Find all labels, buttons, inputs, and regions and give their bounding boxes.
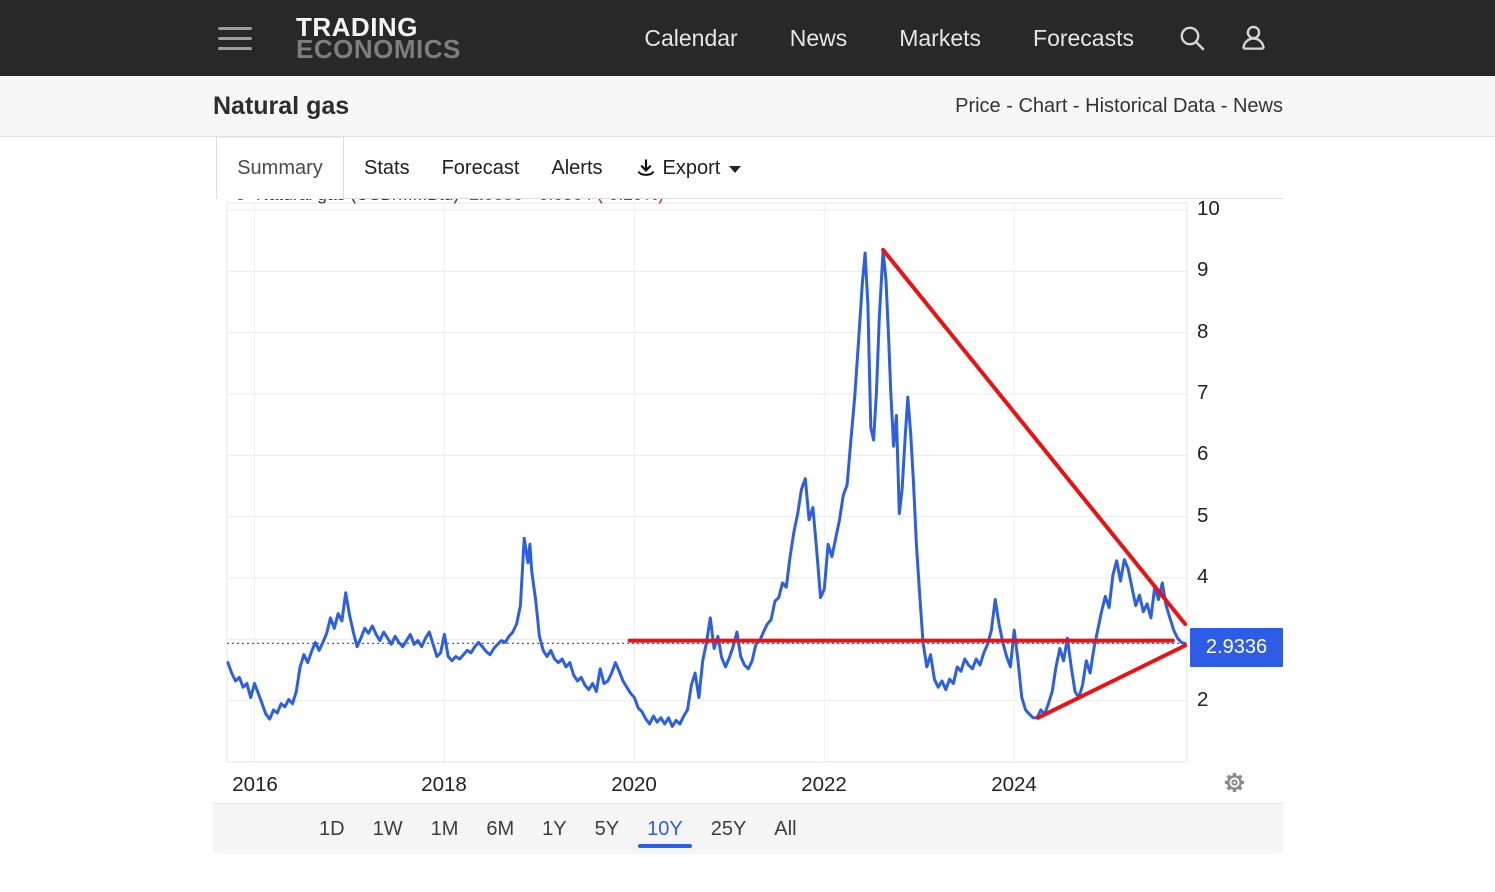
plot-border: [226, 202, 1188, 763]
y-axis-label-8: 8: [1197, 320, 1209, 343]
export-button[interactable]: Export: [635, 157, 742, 180]
breadcrumb: Price - Chart - Historical Data - News: [955, 94, 1283, 117]
menu-icon[interactable]: [218, 26, 252, 50]
trendline-ascending-support: [1035, 643, 1188, 720]
logo[interactable]: TRADING ECONOMICS: [296, 12, 461, 64]
range-button-all[interactable]: All: [774, 817, 797, 840]
y-axis-label-6: 6: [1197, 442, 1209, 465]
y-axis-label-7: 7: [1197, 381, 1209, 404]
x-axis-label-2024: 2024: [991, 773, 1037, 796]
tab-summary[interactable]: Summary: [216, 137, 344, 199]
price-series-line: [226, 248, 1187, 728]
price-chart[interactable]: [213, 199, 1283, 803]
y-axis-label-5: 5: [1197, 504, 1209, 527]
range-selector: 1D 1W 1M 6M 1Y 5Y 10Y 25Y All: [213, 803, 1283, 854]
nav-item-calendar[interactable]: Calendar: [644, 24, 738, 51]
content-card: Summary Stats Forecast Alerts Export: [213, 137, 1283, 854]
trendline-descending-resistance: [881, 247, 1188, 626]
range-button-6m[interactable]: 6M: [486, 817, 515, 840]
legend-series-name: Natural gas (USD/MMBtu): [256, 199, 459, 205]
range-button-1w[interactable]: 1W: [372, 817, 403, 840]
chart-area: Natural gas (USD/MMBtu) 2.9336 -0.0864 (…: [213, 199, 1283, 803]
range-button-25y[interactable]: 25Y: [710, 817, 747, 840]
subnav-link-chart[interactable]: Chart: [1018, 94, 1068, 117]
tab-alerts[interactable]: Alerts: [551, 156, 603, 179]
gear-icon[interactable]: [1221, 769, 1248, 796]
range-button-1m[interactable]: 1M: [430, 817, 459, 840]
range-button-1d[interactable]: 1D: [319, 817, 345, 840]
y-axis-label-10: 10: [1197, 199, 1220, 220]
top-navbar: TRADING ECONOMICS Calendar News Markets …: [0, 0, 1495, 76]
search-icon[interactable]: [1178, 24, 1206, 52]
title-bar: Natural gas Price - Chart - Historical D…: [0, 76, 1495, 137]
user-icon[interactable]: [1240, 24, 1267, 52]
tab-bar: Summary Stats Forecast Alerts Export: [213, 137, 1283, 199]
range-button-5y[interactable]: 5Y: [594, 817, 620, 840]
tab-stats[interactable]: Stats: [364, 156, 410, 179]
subnav-link-price[interactable]: Price: [955, 94, 1001, 117]
x-axis-label-2020: 2020: [611, 773, 657, 796]
current-price-tag: 2.9336: [1190, 628, 1283, 667]
nav-icons: [1178, 24, 1267, 52]
y-axis-label-4: 4: [1197, 565, 1209, 588]
legend-price: 2.9336: [469, 199, 523, 205]
range-button-10y[interactable]: 10Y: [633, 804, 697, 854]
subnav-link-historical-data[interactable]: Historical Data: [1085, 94, 1216, 117]
subnav-link-news[interactable]: News: [1232, 94, 1283, 117]
y-axis-label-2: 2: [1197, 688, 1209, 711]
x-axis-label-2022: 2022: [801, 773, 847, 796]
download-icon: [637, 159, 654, 176]
nav-item-forecasts[interactable]: Forecasts: [1033, 24, 1134, 51]
chevron-down-icon: [729, 166, 742, 173]
chart-legend: Natural gas (USD/MMBtu) 2.9336 -0.0864 (…: [235, 199, 664, 205]
tab-list: Stats Forecast Alerts Export: [344, 137, 1283, 199]
y-axis-label-9: 9: [1197, 258, 1209, 281]
tab-forecast[interactable]: Forecast: [441, 156, 520, 179]
logo-line-1: TRADING: [296, 12, 418, 42]
export-label: Export: [662, 156, 721, 179]
logo-line-2: ECONOMICS: [296, 34, 461, 64]
page-title: Natural gas: [213, 91, 350, 120]
nav-item-news[interactable]: News: [789, 24, 848, 51]
nav-item-markets[interactable]: Markets: [899, 24, 982, 51]
x-axis-label-2016: 2016: [232, 773, 278, 796]
range-button-1y[interactable]: 1Y: [542, 817, 567, 840]
legend-change: -0.0864 (-0.29%): [533, 199, 664, 205]
legend-marker[interactable]: [235, 199, 246, 200]
main-nav: Calendar News Markets Forecasts: [644, 25, 1134, 52]
x-axis-label-2018: 2018: [421, 773, 467, 796]
